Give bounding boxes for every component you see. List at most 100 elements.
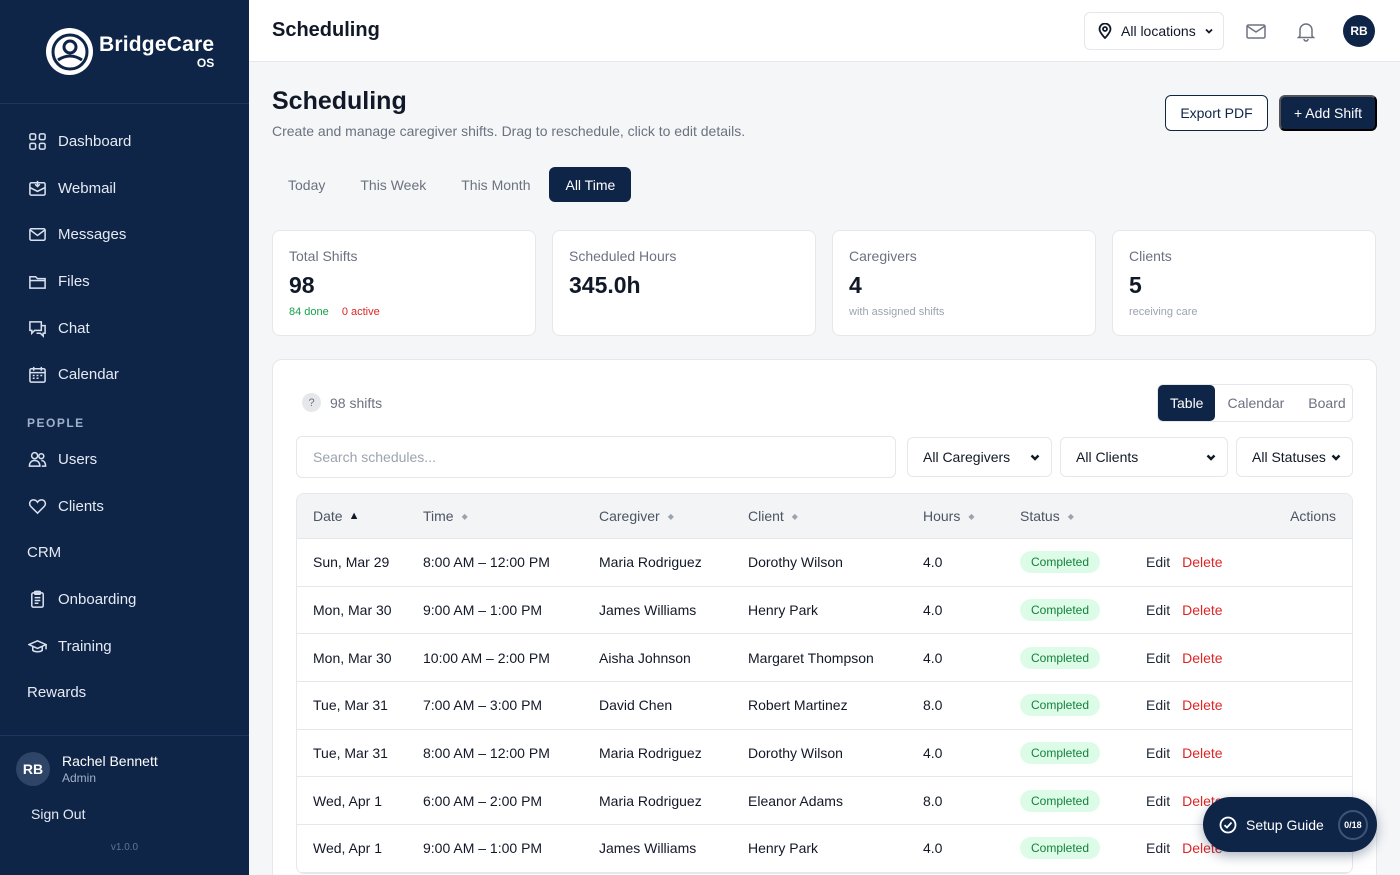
cell-time: 7:00 AM – 3:00 PM: [423, 697, 543, 714]
view-board-button[interactable]: Board: [1308, 395, 1346, 411]
setup-guide-label: Setup Guide: [1246, 816, 1324, 833]
delete-button[interactable]: Delete: [1182, 745, 1223, 762]
edit-button[interactable]: Edit: [1146, 840, 1171, 857]
shift-count: ? 98 shifts: [302, 393, 382, 412]
sidebar-item-label: Training: [58, 637, 112, 655]
brand-logo-icon: [46, 28, 93, 75]
cell-client: Robert Martinez: [748, 697, 848, 714]
mail-icon[interactable]: [1244, 19, 1268, 43]
sidebar-item-messages[interactable]: Messages: [0, 211, 249, 258]
sidebar-nav: Dashboard Webmail Messages Files Chat Ca…: [0, 104, 249, 716]
bell-icon[interactable]: [1294, 19, 1318, 43]
column-label: Date: [313, 508, 343, 524]
column-header-date[interactable]: Date ▲: [297, 508, 423, 524]
brand[interactable]: BridgeCare OS: [0, 0, 249, 104]
table-row[interactable]: Wed, Apr 1 6:00 AM – 2:00 PM Maria Rodri…: [297, 777, 1352, 826]
sidebar-item-training[interactable]: Training: [0, 623, 249, 670]
caregiver-filter-select[interactable]: All Caregivers: [907, 437, 1052, 477]
chevron-down-icon: [1206, 454, 1216, 461]
tab-today[interactable]: Today: [288, 176, 326, 193]
column-label: Caregiver: [599, 508, 660, 524]
map-pin-icon: [1098, 23, 1112, 39]
view-toggle: Table Calendar Board: [1157, 384, 1353, 422]
tab-this-month[interactable]: This Month: [461, 176, 531, 193]
table-row[interactable]: Wed, Apr 1 9:00 AM – 1:00 PM James Willi…: [297, 825, 1352, 873]
delete-button[interactable]: Delete: [1182, 602, 1223, 619]
cell-hours: 8.0: [923, 792, 943, 809]
sidebar-item-chat[interactable]: Chat: [0, 305, 249, 352]
help-icon[interactable]: ?: [302, 393, 321, 412]
location-selector[interactable]: All locations: [1084, 12, 1224, 50]
table-row[interactable]: Mon, Mar 30 9:00 AM – 1:00 PM James Will…: [297, 587, 1352, 635]
column-header-client[interactable]: Client ◆: [748, 508, 923, 524]
column-header-status[interactable]: Status ◆: [1020, 508, 1146, 524]
sidebar-item-rewards[interactable]: Rewards: [0, 670, 249, 717]
status-filter-value: All Statuses: [1252, 449, 1326, 465]
avatar[interactable]: RB: [1343, 15, 1375, 47]
client-filter-value: All Clients: [1076, 449, 1139, 465]
stat-card-total-shifts: Total Shifts 98 84 done 0 active: [272, 230, 536, 336]
sidebar-item-users[interactable]: Users: [0, 436, 249, 483]
graduation-cap-icon: [27, 636, 47, 656]
column-header-time[interactable]: Time ◆: [423, 508, 599, 524]
sort-icon: ◆: [667, 511, 674, 521]
cell-hours: 4.0: [923, 649, 943, 666]
sort-ascending-icon: ▲: [348, 510, 360, 522]
cell-date: Wed, Apr 1: [313, 840, 383, 857]
edit-button[interactable]: Edit: [1146, 554, 1171, 571]
search-input[interactable]: Search schedules...: [296, 436, 896, 478]
stat-note-done: 84 done: [289, 306, 329, 318]
user-role: Admin: [62, 771, 97, 785]
shift-count-label: 98 shifts: [330, 394, 383, 411]
delete-button[interactable]: Delete: [1182, 649, 1223, 666]
delete-button[interactable]: Delete: [1182, 697, 1223, 714]
delete-button[interactable]: Delete: [1182, 554, 1223, 571]
sidebar-item-calendar[interactable]: Calendar: [0, 351, 249, 398]
status-badge: Completed: [1020, 551, 1101, 574]
sidebar-item-dashboard[interactable]: Dashboard: [0, 118, 249, 165]
table-row[interactable]: Tue, Mar 31 7:00 AM – 3:00 PM David Chen…: [297, 682, 1352, 730]
edit-button[interactable]: Edit: [1146, 792, 1171, 809]
status-filter-select[interactable]: All Statuses: [1236, 437, 1353, 477]
edit-button[interactable]: Edit: [1146, 697, 1171, 714]
sidebar-item-crm[interactable]: CRM: [0, 530, 249, 577]
chat-icon: [27, 318, 47, 338]
view-table-button[interactable]: Table: [1158, 385, 1216, 421]
current-user[interactable]: RB Rachel Bennett Admin: [0, 736, 249, 786]
date-range-tabs: Today This Week This Month All Time: [272, 167, 634, 202]
sidebar-item-clients[interactable]: Clients: [0, 483, 249, 530]
sort-icon: ◆: [791, 511, 798, 521]
tab-all-time[interactable]: All Time: [549, 167, 632, 202]
cell-hours: 4.0: [923, 840, 943, 857]
cell-client: Eleanor Adams: [748, 792, 843, 809]
edit-button[interactable]: Edit: [1146, 745, 1171, 762]
edit-button[interactable]: Edit: [1146, 649, 1171, 666]
table-row[interactable]: Tue, Mar 31 8:00 AM – 12:00 PM Maria Rod…: [297, 730, 1352, 778]
export-pdf-button[interactable]: Export PDF: [1165, 95, 1268, 131]
stat-label: Clients: [1129, 248, 1172, 264]
sidebar-item-label: Files: [58, 272, 90, 290]
sidebar-item-onboarding[interactable]: Onboarding: [0, 576, 249, 623]
column-label: Time: [423, 508, 454, 524]
tab-this-week[interactable]: This Week: [360, 176, 427, 193]
stat-card-caregivers: Caregivers 4 with assigned shifts: [832, 230, 1096, 336]
client-filter-select[interactable]: All Clients: [1060, 437, 1228, 477]
cell-client: Margaret Thompson: [748, 649, 874, 666]
table-row[interactable]: Mon, Mar 30 10:00 AM – 2:00 PM Aisha Joh…: [297, 634, 1352, 683]
stat-card-scheduled-hours: Scheduled Hours 345.0h: [552, 230, 816, 336]
column-header-caregiver[interactable]: Caregiver ◆: [599, 508, 748, 524]
table-row[interactable]: Sun, Mar 29 8:00 AM – 12:00 PM Maria Rod…: [297, 539, 1352, 587]
main-content: Scheduling Create and manage caregiver s…: [249, 62, 1400, 875]
check-circle-icon: [1219, 816, 1237, 834]
view-calendar-button[interactable]: Calendar: [1227, 395, 1285, 411]
add-shift-button[interactable]: + Add Shift: [1279, 95, 1377, 131]
sidebar-item-webmail[interactable]: Webmail: [0, 165, 249, 212]
column-header-hours[interactable]: Hours ◆: [923, 508, 1020, 524]
sign-out-button[interactable]: Sign Out: [31, 806, 86, 822]
edit-button[interactable]: Edit: [1146, 602, 1171, 619]
sidebar-section-people: PEOPLE: [27, 416, 85, 431]
setup-guide-button[interactable]: Setup Guide 0/18: [1203, 797, 1377, 852]
sidebar: BridgeCare OS Dashboard Webmail Messages…: [0, 0, 249, 875]
sidebar-item-files[interactable]: Files: [0, 258, 249, 305]
sidebar-item-label: Rewards: [27, 684, 87, 702]
